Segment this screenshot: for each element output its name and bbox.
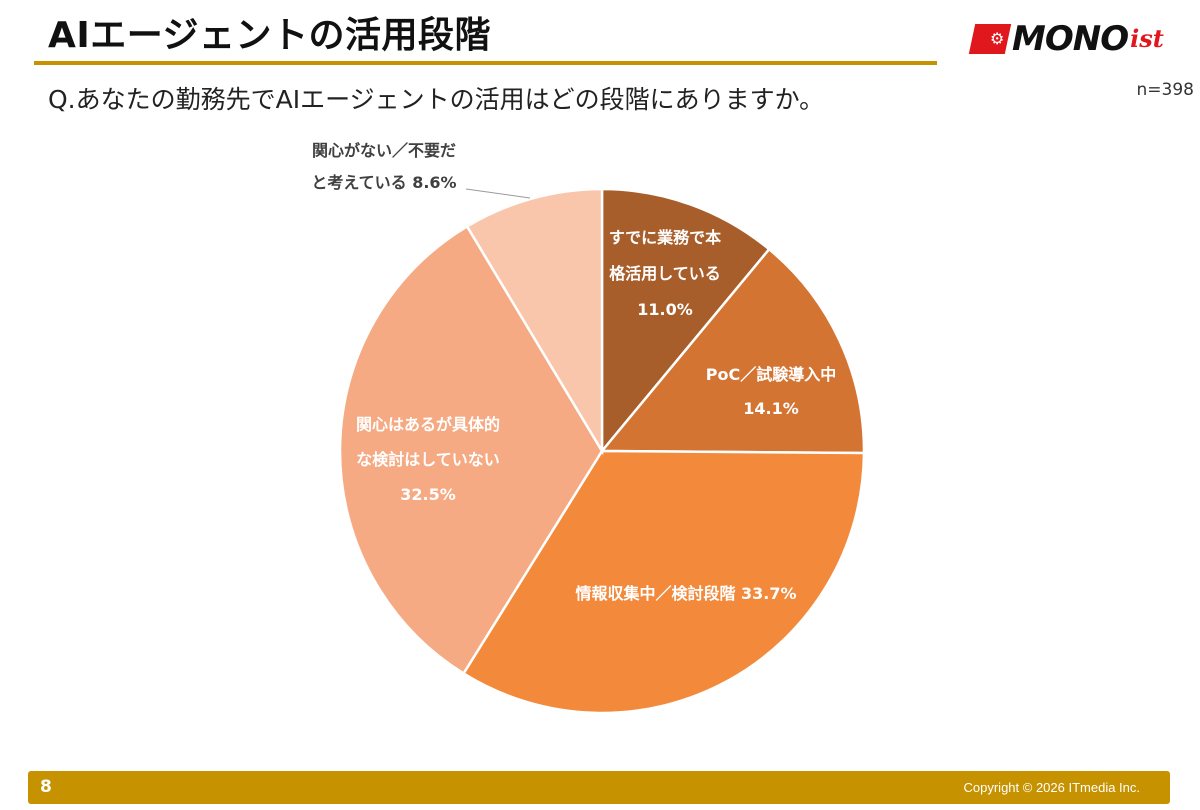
slice-label-line: 11.0%: [637, 300, 693, 319]
copyright-text: Copyright © 2026 ITmedia Inc.: [963, 780, 1141, 795]
slice-label-line: 32.5%: [400, 485, 456, 504]
slice-label-line: と考えている 8.6%: [311, 173, 456, 192]
page-number: 8: [40, 777, 52, 797]
slice-label-3: 情報収集中／検討段階 33.7%: [575, 584, 796, 603]
title-underline: [34, 61, 937, 65]
pie-slice-5: [465, 187, 604, 456]
slice-label-line: 情報収集中／検討段階 33.7%: [575, 584, 796, 603]
callout-leader-line: [465, 188, 531, 199]
slice-label-line: 格活用している: [609, 264, 721, 283]
pie-slice-1: [600, 187, 771, 455]
page-title: AIエージェントの活用段階: [48, 15, 492, 56]
sample-size: n=398: [1136, 80, 1194, 100]
pie-slice-4: [338, 224, 604, 676]
pie-slice-3: [461, 449, 866, 715]
footer-bar: 8 Copyright © 2026 ITmedia Inc.: [28, 771, 1170, 804]
slice-label-5: 関心がない／不要だと考えている 8.6%: [311, 141, 456, 192]
slice-label-line: 14.1%: [743, 399, 799, 418]
slice-label-1: すでに業務で本格活用している 11.0%: [609, 228, 721, 319]
slice-label-4: 関心はあるが具体的な検討はしていない 32.5%: [356, 415, 500, 504]
slice-label-line: な検討はしていない: [356, 450, 500, 469]
slice-label-line: すでに業務で本: [609, 228, 721, 247]
logo-suffix: ist: [1130, 24, 1164, 53]
slice-label-line: 関心はあるが具体的: [356, 415, 500, 434]
logo-text: MONO: [1012, 19, 1129, 59]
slice-label-line: PoC／試験導入中: [706, 365, 836, 384]
survey-question: Q.あなたの勤務先でAIエージェントの活用はどの段階にありますか。: [48, 85, 825, 114]
monoist-logo: ⚙ MONO ist: [968, 18, 1194, 60]
slice-label-line: 関心がない／不要だ: [312, 141, 456, 160]
pie-slice-2: [599, 247, 866, 455]
slice-label-2: PoC／試験導入中 14.1%: [706, 365, 836, 418]
